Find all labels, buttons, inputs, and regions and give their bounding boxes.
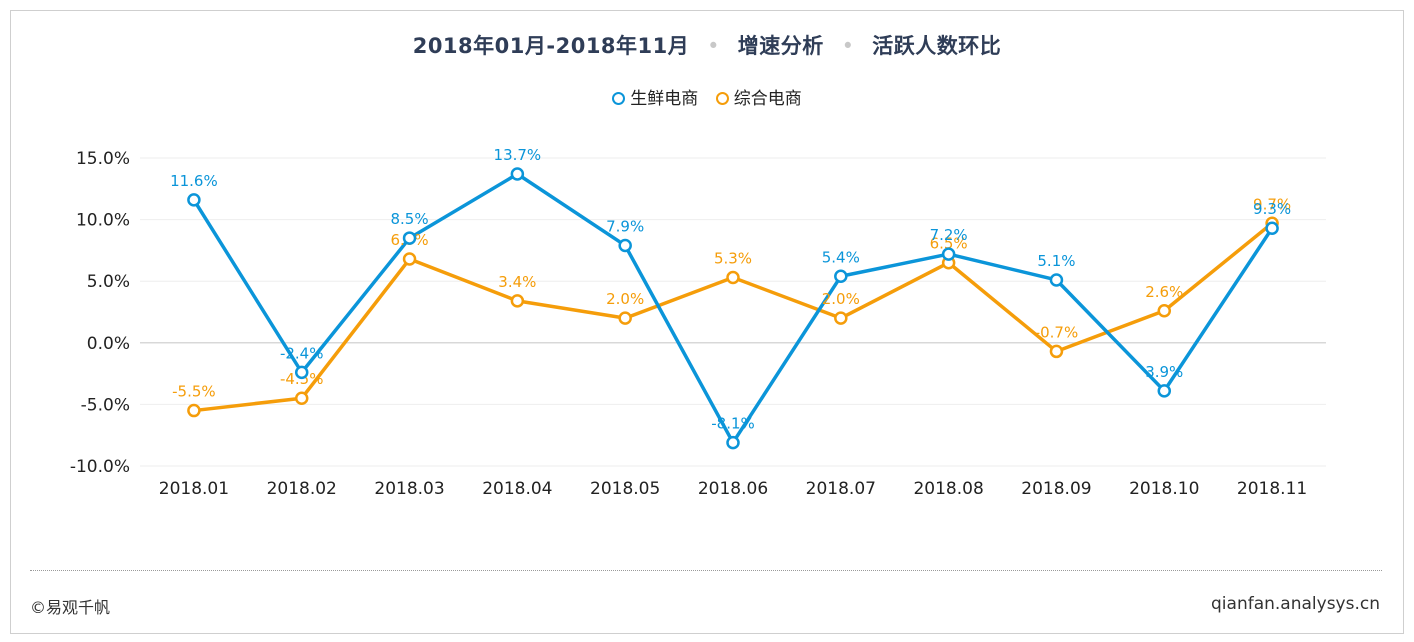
title-date-range: 2018年01月-2018年11月: [412, 34, 690, 58]
x-tick-label: 2018.07: [806, 479, 876, 499]
data-point-series-1: [726, 435, 740, 450]
y-tick-label: 10.0%: [76, 211, 130, 231]
data-point-series-1: [618, 238, 632, 253]
data-label-series-2: 5.3%: [714, 250, 752, 268]
data-point-series-1: [1049, 273, 1064, 287]
data-label-series-1: 3.9%: [1145, 363, 1183, 381]
data-label-series-1: 8.5%: [390, 210, 428, 228]
x-tick-label: 2018.09: [1021, 479, 1091, 499]
data-label-series-2: 9.7%: [1253, 195, 1291, 213]
y-tick-label: 5.0%: [87, 272, 130, 292]
data-label-series-2: -0.7%: [1035, 323, 1079, 341]
x-tick-label: 2018.05: [590, 479, 660, 499]
chart-frame: [10, 10, 1404, 634]
title-metric: 活跃人数环比: [872, 34, 1002, 58]
data-label-series-2: 2.0%: [822, 290, 860, 308]
data-label-series-1: -2.4%: [280, 344, 324, 362]
data-label-series-1: 5.1%: [1037, 252, 1075, 270]
data-label-series-1: 9.3%: [1253, 200, 1291, 218]
x-tick-label: 2018.08: [913, 479, 983, 499]
legend-item-series-2[interactable]: 综合电商: [715, 84, 802, 109]
chart-title: 2018年01月-2018年11月 • 增速分析 • 活跃人数环比: [0, 30, 1414, 60]
data-label-series-2: 2.0%: [606, 290, 644, 308]
data-label-series-2: 3.4%: [498, 273, 536, 291]
title-analysis: 增速分析: [737, 34, 824, 58]
copyright-text: ©易观千帆: [30, 598, 111, 617]
data-point-series-2: [726, 270, 740, 285]
data-point-series-2: [1049, 344, 1064, 359]
data-label-series-2: 2.6%: [1145, 283, 1183, 301]
x-tick-label: 2018.11: [1237, 479, 1307, 499]
legend-marker-series-1: [612, 92, 626, 105]
data-point-series-1: [402, 231, 417, 245]
data-label-series-1: 7.2%: [930, 226, 968, 244]
data-label-series-1: 5.4%: [822, 248, 860, 266]
data-label-series-2: -5.5%: [172, 383, 216, 401]
data-point-series-2: [294, 391, 309, 405]
y-tick-label: -10.0%: [70, 457, 130, 477]
legend-item-series-1[interactable]: 生鲜电商: [612, 84, 698, 109]
x-tick-label: 2018.04: [482, 479, 552, 499]
data-point-series-2: [402, 252, 417, 266]
y-tick-label: 0.0%: [87, 334, 130, 354]
data-point-series-1: [1265, 221, 1279, 235]
source-site: qianfan.analysys.cn: [1211, 594, 1380, 614]
legend-label-series-2: 综合电商: [733, 89, 802, 109]
data-point-series-1: [834, 269, 848, 284]
x-tick-label: 2018.10: [1129, 479, 1199, 499]
legend-marker-series-2: [715, 92, 729, 105]
data-label-series-1: 11.6%: [170, 172, 218, 190]
data-label-series-2: -4.5%: [280, 370, 324, 388]
footer-divider: [30, 570, 1382, 571]
x-tick-label: 2018.03: [374, 479, 444, 499]
data-point-series-2: [510, 294, 525, 308]
data-label-series-2: 6.5%: [930, 235, 968, 253]
data-label-series-1: 13.7%: [494, 146, 542, 164]
data-label-series-1: -8.1%: [711, 415, 755, 433]
title-separator: •: [707, 34, 720, 58]
y-tick-label: -5.0%: [81, 395, 130, 415]
title-separator: •: [841, 34, 855, 58]
data-point-series-1: [294, 365, 309, 380]
data-point-series-1: [941, 247, 956, 261]
data-point-series-2: [1157, 304, 1172, 318]
legend-label-series-1: 生鲜电商: [630, 89, 699, 109]
data-point-series-2: [187, 403, 201, 418]
data-point-series-2: [834, 311, 848, 325]
data-point-series-1: [510, 167, 525, 181]
y-tick-label: 15.0%: [76, 149, 130, 169]
x-tick-label: 2018.06: [698, 479, 768, 499]
data-point-series-1: [1157, 384, 1172, 398]
chart-legend: 生鲜电商 综合电商: [0, 84, 1414, 109]
data-point-series-1: [187, 193, 201, 207]
x-tick-label: 2018.02: [267, 479, 337, 499]
series-line-1: [192, 172, 1274, 445]
data-point-series-2: [618, 311, 632, 325]
x-tick-label: 2018.01: [159, 479, 229, 499]
data-label-series-1: 7.9%: [606, 217, 644, 235]
